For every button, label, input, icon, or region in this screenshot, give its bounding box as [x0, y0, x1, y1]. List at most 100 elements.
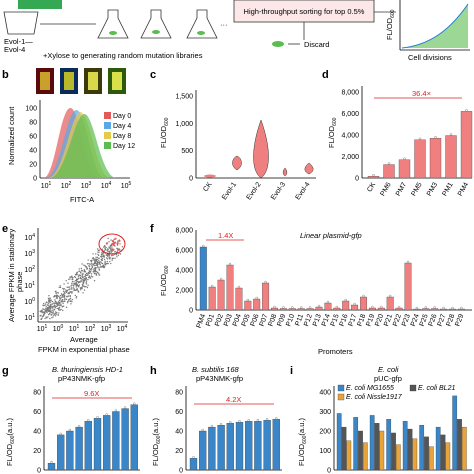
c-xtick-label: Evol-2	[246, 181, 263, 201]
f-point	[389, 294, 392, 298]
e-point	[110, 250, 112, 252]
i-bar	[374, 423, 380, 471]
e-point	[53, 305, 56, 307]
e-point	[45, 301, 47, 304]
g-point	[114, 409, 118, 412]
b-xtick-exp: 2	[69, 181, 72, 187]
f-xtick-label: P04	[232, 313, 243, 327]
cell-icon	[197, 31, 205, 35]
f-xtick-label: P10	[285, 313, 296, 327]
e-ytick-exp: 0	[32, 297, 35, 303]
e-point	[53, 309, 55, 311]
e-point	[54, 313, 57, 315]
e-point	[73, 281, 75, 283]
e-point	[92, 253, 94, 255]
e-point	[89, 269, 92, 271]
e-point	[88, 277, 91, 279]
f-xtick-label: P17	[348, 313, 359, 327]
flask-icon-3	[186, 9, 218, 39]
e-point	[55, 292, 57, 295]
e-point	[93, 271, 95, 273]
e-point	[63, 300, 65, 303]
e-point	[47, 316, 49, 318]
e-point	[58, 302, 61, 305]
e-point	[98, 261, 101, 263]
e-point	[59, 285, 61, 287]
e-point	[90, 262, 93, 264]
e-xtick-label: 101	[69, 324, 80, 333]
g-ytick-label: 40	[33, 429, 41, 436]
f-xtick-label: P05	[241, 313, 252, 327]
e-point	[109, 260, 111, 263]
e-point	[95, 253, 97, 255]
panel-i: i E. coli pUC-gfp 400 300 200 100 0 E. coli …	[290, 365, 472, 474]
e-point	[117, 240, 119, 242]
f-bar	[360, 296, 367, 311]
e-point	[98, 257, 100, 259]
e-point	[49, 307, 51, 309]
d-xtick-label: PM7	[395, 181, 408, 197]
f-bar	[315, 306, 323, 311]
f-bar	[342, 300, 350, 311]
e-point	[50, 314, 52, 316]
g-ylabel: FL/OD600(a.u.)	[5, 418, 16, 466]
h-ylabel-text: FL/OD	[151, 443, 160, 466]
tube-fill	[112, 72, 122, 90]
f-bars	[199, 244, 465, 311]
e-point	[91, 266, 94, 269]
i-bar	[412, 438, 418, 471]
e-ytick-exp: 1	[32, 281, 35, 287]
e-point	[100, 266, 103, 268]
e-point	[60, 304, 62, 307]
e-point	[54, 307, 57, 309]
e-point	[67, 295, 70, 297]
i-bar	[341, 426, 347, 471]
tube-fill	[64, 72, 74, 90]
e-point	[110, 262, 112, 265]
b-ytick-label: 0	[33, 176, 37, 183]
e-point	[87, 278, 89, 281]
e-point	[52, 316, 54, 318]
e-point	[65, 289, 67, 292]
e-point	[60, 300, 62, 302]
e-highlight-point	[113, 241, 117, 244]
e-point	[48, 309, 51, 312]
h-bar	[226, 423, 234, 471]
e-point	[71, 282, 73, 285]
b-x-ticks: 101 102 103 104 105	[41, 181, 132, 190]
e-point	[111, 250, 114, 252]
f-xtick-label: P27	[437, 313, 448, 327]
g-bar	[66, 430, 74, 471]
g-point	[50, 461, 53, 464]
g-y-ticks: 80 60 40 20 0	[33, 390, 41, 474]
e-point	[42, 312, 44, 314]
e-point	[71, 292, 73, 294]
e-point	[62, 290, 65, 293]
e-point	[50, 311, 52, 314]
f-point	[380, 305, 383, 309]
e-point	[57, 292, 60, 294]
e-point	[49, 297, 51, 299]
e-point	[78, 268, 80, 270]
e-point	[69, 295, 71, 298]
e-point	[94, 266, 97, 269]
f-bar	[235, 287, 243, 311]
e-point	[76, 289, 79, 291]
e-point	[112, 257, 114, 260]
d-point	[403, 157, 406, 160]
panel-letter-e: e	[2, 223, 8, 235]
e-point	[93, 261, 96, 264]
b-legend-swatch	[104, 142, 111, 149]
d-ytick-label: 6,000	[341, 111, 359, 118]
e-point	[47, 309, 49, 312]
e-point	[59, 301, 61, 304]
f-bar	[297, 308, 305, 311]
e-point	[63, 296, 65, 298]
e-point	[71, 275, 73, 277]
e-point	[98, 251, 100, 254]
e-point	[61, 299, 64, 301]
violin-evol1	[232, 155, 242, 171]
e-point	[44, 303, 47, 305]
f-point	[255, 296, 258, 300]
e-point	[59, 309, 61, 311]
